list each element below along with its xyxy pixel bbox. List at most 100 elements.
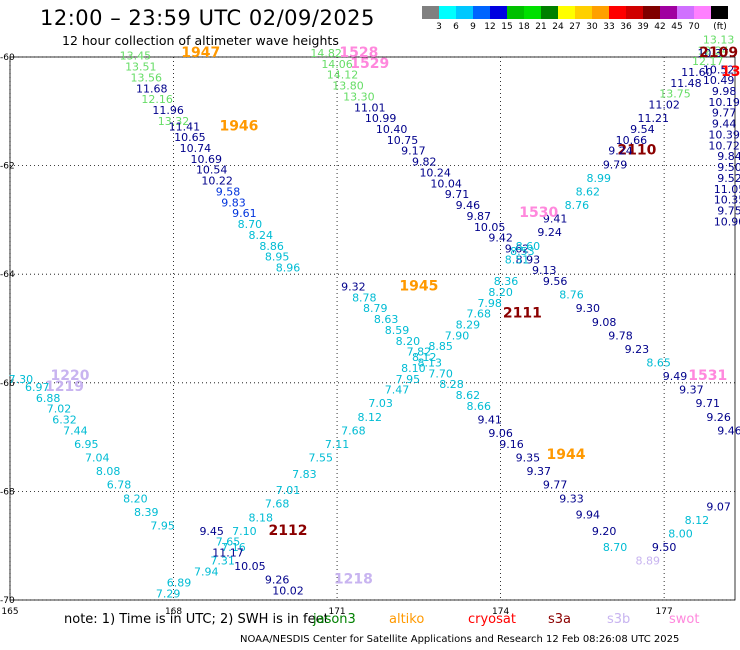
swh-value-label: 8.39 [134,506,159,519]
swh-value-label: 8.12 [358,411,383,424]
swh-value-label: 8.70 [238,218,263,231]
colorbar-swatch [660,6,677,19]
swh-value-label: 9.46 [456,199,481,212]
swh-value-label: 6.97 [25,381,50,394]
swh-value-label: 7.10 [232,525,257,538]
swh-value-label: 7.94 [194,566,219,579]
swh-value-label: 11.01 [354,101,386,114]
pass-time-label: 1945 [399,278,438,294]
swh-value-label: 11.60 [681,66,713,79]
colorbar-swatch [490,6,507,19]
swh-value-label: 9.75 [717,204,740,217]
pass-time-label: 1528 [339,45,378,61]
swh-value-label: 9.08 [592,316,617,329]
swh-value-label: 7.68 [341,424,366,437]
swh-value-label: 10.40 [376,123,408,136]
pass-time-label: 1530 [519,205,558,221]
colorbar-swatch [626,6,643,19]
swh-value-label: 9.54 [630,123,655,136]
swh-value-label: 8.79 [363,302,388,315]
swh-value-label: 7.65 [216,536,241,549]
swh-value-label: 10.22 [201,175,233,188]
swh-value-label: 10.05 [474,221,506,234]
swh-value-label: 8.10 [401,362,426,375]
colorbar-swatch [558,6,575,19]
colorbar-swatch [422,6,439,19]
swh-value-label: 9.50 [652,541,677,554]
colorbar-swatch [575,6,592,19]
swh-value-label: 9.71 [445,188,470,201]
swh-value-label: 11.68 [136,82,168,95]
swh-value-label: 11.41 [169,120,201,133]
colorbar-tick-label: 21 [535,22,547,32]
pass-time-label: 1944 [547,447,586,463]
swh-value-label: 8.29 [456,319,481,332]
swh-value-label: 7.95 [396,373,421,386]
swh-value-label: 7.95 [150,519,175,532]
colorbar-tick-label: 15 [501,22,513,32]
swh-value-label: 10.52 [703,63,735,76]
swh-value-label: 7.68 [265,498,290,511]
swh-value-label: 10.99 [365,112,397,125]
swh-value-label: 10.69 [190,153,222,166]
swh-value-label: 6.78 [107,479,132,492]
swh-value-label: 13.75 [659,88,691,101]
swh-value-label: 8.53 [510,245,535,258]
colorbar-swatch [541,6,558,19]
swh-value-label: 9.07 [706,500,731,513]
swh-value-label: 7.47 [385,384,410,397]
swh-value-label: 12.17 [692,55,724,68]
x-tick-label: 165 [1,607,18,617]
pass-time-label: 1947 [181,45,220,61]
swh-value-label: 9.32 [341,280,366,293]
swh-value-label: 9.94 [576,509,601,522]
swh-value-label: 8.51 [505,253,530,266]
swh-value-label: 10.04 [430,177,462,190]
swh-value-label: 8.96 [276,261,301,274]
colorbar-tick-label: 33 [603,22,615,32]
swh-value-label: 12.24 [697,44,729,57]
y-tick-label: -70 [0,596,15,606]
swh-value-label: 9.44 [712,118,737,131]
swh-value-label: 8.28 [439,378,464,391]
swh-value-label: 8.12 [685,514,710,527]
x-tick-label: 171 [328,607,345,617]
swh-value-label: 8.76 [565,199,590,212]
swh-value-label: 10.75 [387,134,419,147]
swh-value-label: 9.77 [712,107,737,120]
swh-value-label: 8.24 [249,229,274,242]
colorbar-swatch [609,6,626,19]
swh-value-label: 9.52 [717,172,740,185]
credit-line: NOAA/NESDIS Center for Satellite Applica… [240,634,680,645]
swh-value-label: 13.56 [131,71,163,84]
swh-value-label: 9.50 [717,161,740,174]
colorbar-tick-label: 70 [688,22,700,32]
y-tick-label: -60 [0,53,15,63]
swh-value-label: 6.32 [52,414,77,427]
swh-value-label: 9.41 [543,213,568,226]
pass-time-label: 1220 [50,368,89,384]
swh-value-label: 12.16 [141,93,173,106]
plot-frame [9,56,736,601]
chart-subtitle: 12 hour collection of altimeter wave hei… [62,33,339,48]
y-tick-label: -64 [0,270,15,280]
swh-value-label: 7.82 [407,346,432,359]
colorbar-swatch [473,6,490,19]
colorbar-swatch [456,6,473,19]
swh-value-label: 9.30 [576,302,601,315]
y-tick-label: -66 [0,379,15,389]
colorbar-tick-label: 45 [671,22,683,32]
footer-note: note: 1) Time is in UTC; 2) SWH is in fe… [64,612,329,627]
swh-value-label: 8.36 [494,275,519,288]
swh-value-label: 8.86 [259,240,284,253]
swh-value-label: 7.44 [63,424,88,437]
legend-altiko: altiko [389,612,425,627]
pass-time-label: 1946 [219,118,258,134]
colorbar-tick-label: 12 [484,22,496,32]
swh-value-label: 6.89 [167,576,192,589]
colorbar-swatch [677,6,694,19]
swh-value-label: 8.00 [668,528,693,541]
swh-value-label: 14.82 [310,47,342,60]
swh-value-label: 11.05 [714,183,740,196]
